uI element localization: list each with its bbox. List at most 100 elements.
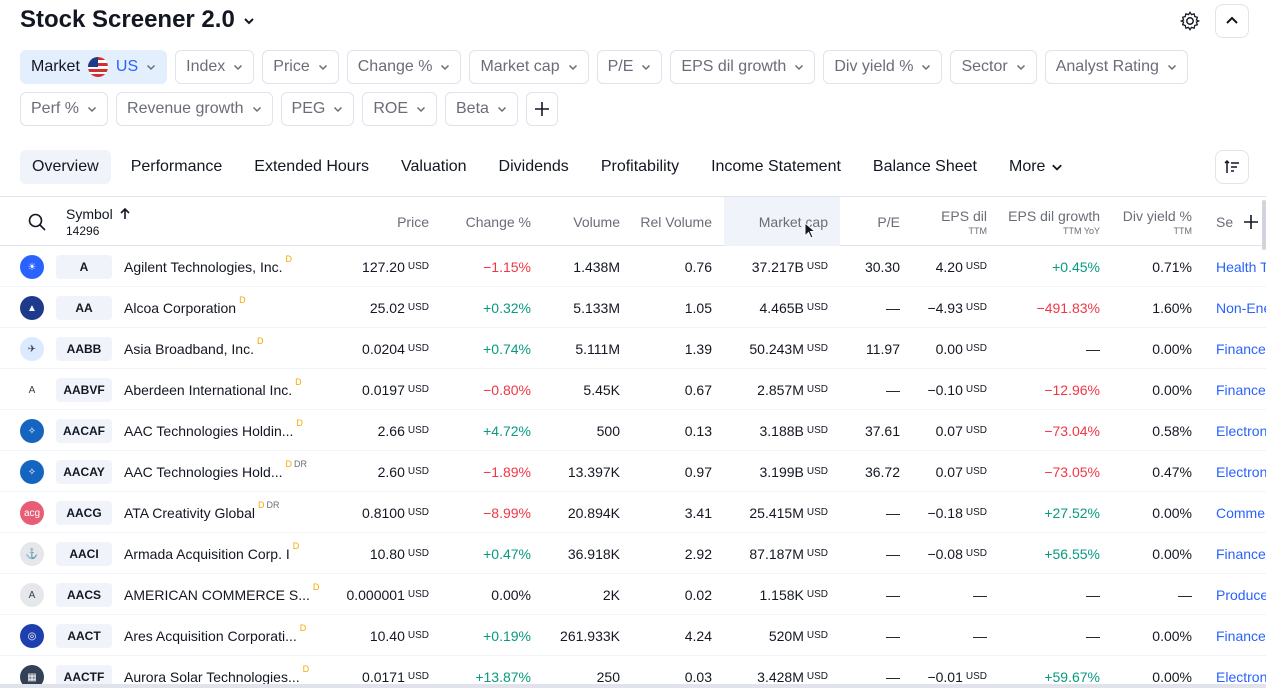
volume-cell: 261.933K [560,627,620,644]
company-name[interactable]: Aberdeen International Inc. D [124,377,302,398]
column-sort-button[interactable] [1215,150,1249,184]
filter-div-yield[interactable]: Div yield % [823,50,943,84]
table-row[interactable]: ▲ AA Alcoa Corporation D 25.02 USD +0.32% 5.133… [0,287,1266,328]
company-name[interactable]: Agilent Technologies, Inc. D [124,254,293,275]
tab-income-statement[interactable]: Income Statement [699,150,853,184]
collapse-button[interactable] [1215,4,1249,38]
add-column-button[interactable] [1236,207,1266,237]
ticker-symbol[interactable]: AACG [56,501,112,525]
sector-link[interactable]: Produce [1216,586,1266,603]
table-row[interactable]: ✧ AACAY AAC Technologies Hold... D DR 2.60 USD… [0,451,1266,492]
add-filter-button[interactable] [525,92,558,126]
change-column-header[interactable]: Change % [440,197,531,246]
market-cap-column-header[interactable]: Market cap [724,197,840,246]
ticker-symbol[interactable]: AACI [56,542,112,566]
screener-title-menu[interactable]: Stock Screener 2.0 [20,6,255,34]
table-row[interactable]: ☀ A Agilent Technologies, Inc. D 127.20 USD −1… [0,246,1266,287]
rel-volume-header-label: Rel Volume [640,213,712,230]
filter-sector[interactable]: Sector [950,50,1037,84]
filter-perf[interactable]: Perf % [20,92,109,126]
vertical-scrollbar[interactable] [1262,200,1266,250]
sector-link[interactable]: Finance [1216,340,1266,357]
div-yield-column-header[interactable]: Div yield % TTM [1110,197,1192,246]
ticker-symbol[interactable]: AABB [56,337,112,361]
ticker-symbol[interactable]: AACS [56,583,112,607]
pe-cell: 30.30 [864,258,900,275]
tab-profitability[interactable]: Profitability [589,150,691,184]
ticker-symbol[interactable]: AACAY [56,460,112,484]
sector-link[interactable]: Non-Ene [1216,299,1266,316]
tab-performance[interactable]: Performance [119,150,235,184]
horizontal-scrollbar[interactable] [0,684,1266,688]
filter-change[interactable]: Change % [346,50,462,84]
table-row[interactable]: A AACS AMERICAN COMMERCE S... D 0.000001 USD 0… [0,574,1266,615]
ticker-symbol[interactable]: AA [56,296,112,320]
sector-column-header[interactable]: Se [1216,197,1246,246]
filter-price[interactable]: Price [262,50,339,84]
eps-growth-column-header[interactable]: EPS dil growth TTM YoY [995,197,1100,246]
eps-dil-column-header[interactable]: EPS dil TTM [910,197,987,246]
table-row[interactable]: ✧ AACAF AAC Technologies Holdin... D 2.66 USD… [0,410,1266,451]
table-row[interactable]: ⚓ AACI Armada Acquisition Corp. I D 10.80 USD… [0,533,1266,574]
currency-unit: USD [806,548,828,559]
filter-market-cap[interactable]: Market cap [469,50,589,84]
filter-roe[interactable]: ROE [362,92,437,126]
filter-index[interactable]: Index [175,50,255,84]
volume-column-header[interactable]: Volume [540,197,620,246]
sector-link[interactable]: Finance [1216,381,1266,398]
sector-link[interactable]: Electron [1216,422,1266,439]
ticker-symbol[interactable]: AABVF [56,378,112,402]
filter-market[interactable]: Market US [20,50,168,84]
tab-label: Profitability [600,158,680,175]
filter-revenue-growth[interactable]: Revenue growth [116,92,273,126]
sector-link[interactable]: Electron [1216,463,1266,480]
table-row[interactable]: acg AACG ATA Creativity Global D DR 0.8100 USD… [0,492,1266,533]
tab-valuation[interactable]: Valuation [389,150,479,184]
company-name[interactable]: Aurora Solar Technologies... D [124,664,310,685]
company-name[interactable]: Ares Acquisition Corporati... D [124,623,307,644]
tab-extended-hours[interactable]: Extended Hours [242,150,381,184]
company-name[interactable]: AAC Technologies Hold... D DR [124,459,307,480]
sector-link[interactable]: Health T [1216,258,1266,275]
filter-peg[interactable]: PEG [280,92,355,126]
symbol-column-header[interactable]: Symbol 14296 [66,197,186,246]
filter-label: Perf % [31,100,80,117]
filter-label: Price [273,58,310,75]
filter-label: ROE [373,100,408,117]
mouse-cursor-icon [804,222,816,239]
sector-link[interactable]: Comme [1216,504,1266,521]
company-name[interactable]: AMERICAN COMMERCE S... D [124,582,320,603]
settings-button[interactable] [1173,4,1207,38]
ticker-symbol[interactable]: A [56,255,112,279]
tab-dividends[interactable]: Dividends [487,150,581,184]
filter-analyst-rating[interactable]: Analyst Rating [1044,50,1188,84]
ticker-symbol[interactable]: AACTF [56,665,112,688]
filter-eps-dil-growth[interactable]: EPS dil growth [670,50,816,84]
table-row[interactable]: ✈ AABB Asia Broadband, Inc. D 0.0204 USD +0.74… [0,328,1266,369]
sector-link[interactable]: Finance [1216,627,1266,644]
tab-label: Income Statement [711,158,841,175]
pe-column-header[interactable]: P/E [850,197,900,246]
tab-balance-sheet[interactable]: Balance Sheet [861,150,989,184]
filter-p-e[interactable]: P/E [596,50,663,84]
tab-more[interactable]: More [997,150,1075,184]
company-name[interactable]: Asia Broadband, Inc. D [124,336,264,357]
company-name[interactable]: Alcoa Corporation D [124,295,246,316]
ticker-symbol[interactable]: AACAF [56,419,112,443]
tab-overview[interactable]: Overview [20,150,111,184]
volume-cell: 5.45K [583,381,620,398]
table-search-button[interactable] [20,197,54,246]
table-row[interactable]: ◎ AACT Ares Acquisition Corporati... D 10.40… [0,615,1266,656]
company-name[interactable]: ATA Creativity Global D DR [124,500,280,521]
rel-volume-column-header[interactable]: Rel Volume [630,197,712,246]
filter-beta[interactable]: Beta [445,92,518,126]
sector-link[interactable]: Electron [1216,668,1266,685]
table-row[interactable]: A AABVF Aberdeen International Inc. D 0.0197… [0,369,1266,410]
price-column-header[interactable]: Price [340,197,429,246]
tab-label: Overview [32,158,99,175]
table-row[interactable]: ▦ AACTF Aurora Solar Technologies... D 0.017… [0,656,1266,688]
company-name[interactable]: AAC Technologies Holdin... D [124,418,303,439]
sector-link[interactable]: Finance [1216,545,1266,562]
ticker-symbol[interactable]: AACT [56,624,112,648]
